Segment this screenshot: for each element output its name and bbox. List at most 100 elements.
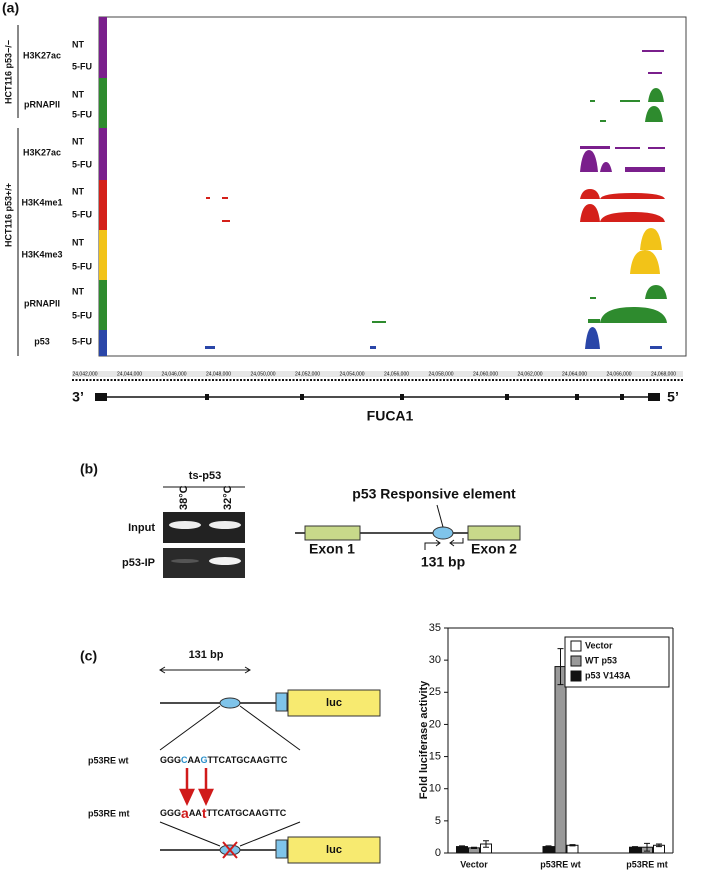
construct-mt: [159, 821, 381, 864]
panel-label: (c): [80, 648, 97, 664]
legend-swatch: [570, 655, 582, 667]
legend-label: Vector: [585, 640, 613, 650]
y-tick-label: 0: [435, 847, 441, 859]
exon-label: Exon 1: [309, 541, 355, 557]
signal-peak: [600, 212, 665, 222]
track-label: pRNAPII: [24, 298, 60, 308]
signal-peak: [580, 150, 598, 172]
legend-label: p53 V143A: [585, 670, 631, 680]
condition-label: NT: [72, 237, 84, 247]
signal-peak: [370, 346, 376, 349]
seq-part: TTCATGCAAGTTC: [206, 808, 286, 818]
track-scale: [99, 230, 107, 280]
reporter: luc: [326, 844, 342, 856]
genome-coordinate: 24,066,000: [606, 371, 631, 377]
gene-end: 3’: [72, 389, 84, 405]
signal-peak: [588, 319, 600, 323]
mutation-arrows: [179, 768, 214, 806]
genome-coordinate: 24,042,000: [72, 371, 97, 377]
track-label: H3K4me1: [21, 197, 62, 207]
genome-coordinate: 24,060,000: [473, 371, 498, 377]
primer: [449, 538, 464, 547]
amplicon: 131 bp: [421, 554, 465, 570]
condition-label: 5-FU: [72, 109, 92, 119]
signal-peak: [206, 197, 210, 199]
seq-part: AA: [189, 808, 202, 818]
track-label: H3K4me3: [21, 249, 62, 259]
signal-peak: [600, 307, 667, 323]
genome-coordinate: 24,046,000: [161, 371, 186, 377]
gel-band: [209, 557, 241, 565]
condition-label: NT: [72, 136, 84, 146]
condition-label: 5-FU: [72, 209, 92, 219]
seq-part: AA: [188, 755, 201, 765]
track-scale: [99, 280, 107, 330]
condition-label: NT: [72, 286, 84, 296]
gel-band: [171, 559, 199, 563]
signal-peak: [205, 346, 215, 349]
signal-peak: [650, 346, 662, 349]
signal-peak: [645, 285, 667, 299]
track-scale: [99, 330, 107, 356]
track-scale: [99, 180, 107, 230]
track-label: H3K27ac: [23, 50, 61, 60]
track-scale: [99, 78, 107, 128]
genome-coordinate: 24,062,000: [517, 371, 542, 377]
signal-peak: [648, 88, 664, 102]
y-tick-label: 15: [429, 750, 441, 762]
gene-end: 5’: [667, 389, 679, 405]
y-tick-label: 5: [435, 815, 441, 827]
sequence-name: p53RE mt: [88, 808, 130, 818]
y-tick-label: 30: [429, 654, 441, 666]
condition-label: 5-FU: [72, 159, 92, 169]
bar: [554, 666, 567, 854]
track-label: p53: [34, 336, 50, 346]
signal-peak: [590, 100, 595, 102]
reporter: luc: [326, 697, 342, 709]
condition-label: NT: [72, 186, 84, 196]
element-label: p53 Responsive element: [352, 486, 516, 502]
genome-coordinate: 24,058,000: [428, 371, 453, 377]
condition-label: 5-FU: [72, 261, 92, 271]
legend-swatch: [570, 640, 582, 652]
signal-peak: [585, 327, 600, 349]
signal-peak: [600, 193, 665, 199]
lane-label: Input: [128, 522, 155, 534]
condition-label: NT: [72, 39, 84, 49]
error-bar: [557, 648, 564, 686]
construct: ts-p53: [189, 470, 221, 482]
signal-peak: [648, 72, 662, 74]
browser-frame: [98, 16, 687, 357]
exon: [467, 525, 521, 541]
track-scale: [99, 128, 107, 180]
genome-ruler: [72, 371, 683, 381]
condition-label: 5-FU: [72, 310, 92, 320]
legend: [564, 636, 670, 688]
genome-coordinate: 24,056,000: [384, 371, 409, 377]
signal-peak: [580, 204, 600, 222]
seq-part: t: [202, 805, 207, 821]
panel-label: (a): [2, 0, 19, 16]
seq-part: a: [181, 805, 189, 821]
temperature: 32°C: [222, 485, 234, 510]
signal-peak: [620, 100, 640, 102]
y-tick-label: 20: [429, 718, 441, 730]
seq-part: C: [181, 755, 188, 765]
construct-wt: [159, 692, 301, 751]
genome-coordinate: 24,048,000: [206, 371, 231, 377]
y-tick-label: 25: [429, 686, 441, 698]
signal-peak: [600, 120, 606, 122]
seq-part: G: [201, 755, 208, 765]
signal-peak: [630, 250, 660, 274]
gel-band: [209, 521, 241, 529]
sequence: GGGaAAtTTCATGCAAGTTC: [160, 805, 287, 821]
error-bar: [632, 846, 638, 849]
signal-peak: [625, 167, 665, 172]
lane-label: p53-IP: [122, 557, 155, 569]
exon: [304, 525, 361, 541]
seq-part: GGG: [160, 808, 181, 818]
length-arrow: [159, 666, 251, 674]
genome-coordinate: 24,068,000: [651, 371, 676, 377]
signal-peak: [590, 297, 596, 299]
error-bar: [545, 845, 552, 848]
